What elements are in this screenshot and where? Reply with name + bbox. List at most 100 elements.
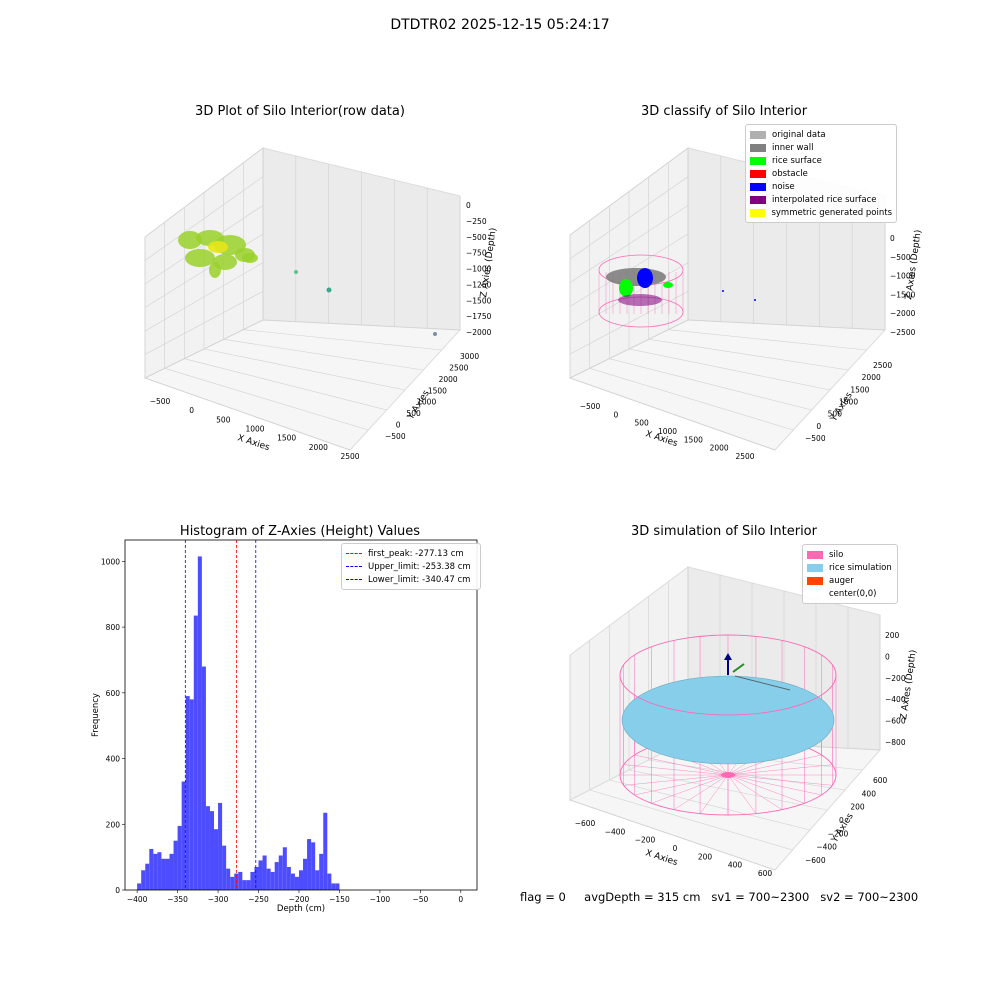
point-cluster bbox=[209, 262, 221, 278]
legend-line bbox=[346, 553, 362, 554]
interpolated-points bbox=[618, 294, 662, 306]
x-tick-label: 0 bbox=[613, 410, 618, 419]
histogram-bar bbox=[307, 839, 312, 890]
x-tick-label: −250 bbox=[248, 895, 269, 904]
histogram-xlabel: Depth (cm) bbox=[277, 904, 325, 914]
silo-floor-spoke bbox=[673, 774, 729, 810]
z-tick-label: 0 bbox=[466, 201, 471, 210]
legend-swatch bbox=[750, 156, 766, 165]
noise-points bbox=[637, 268, 653, 288]
x-tick-label: 400 bbox=[728, 861, 743, 870]
histogram-bar bbox=[153, 853, 158, 890]
histogram-bar bbox=[141, 870, 146, 890]
legend-item: Lower_limit: -340.47 cm bbox=[346, 573, 476, 586]
z-tick-label: −600 bbox=[885, 717, 906, 726]
legend-item: inner wall bbox=[750, 141, 892, 154]
legend-item: rice surface bbox=[750, 154, 892, 167]
histogram-bar bbox=[137, 883, 142, 890]
grid-line bbox=[569, 147, 689, 236]
silo-floor-spoke bbox=[623, 774, 729, 786]
histogram-bar bbox=[282, 847, 287, 890]
y-tick-label: 200 bbox=[106, 820, 121, 829]
legend-swatch bbox=[807, 576, 823, 585]
rice-simulation-surface bbox=[621, 675, 835, 765]
legend-label: first_peak: -277.13 cm bbox=[368, 548, 464, 559]
z-tick-label: −200 bbox=[885, 674, 906, 683]
z-tick-label: −1750 bbox=[466, 312, 492, 321]
y-tick-label: −600 bbox=[805, 856, 826, 865]
histogram-bar bbox=[270, 871, 275, 890]
z-tick-label: −250 bbox=[466, 217, 487, 226]
z-tick-label: −1000 bbox=[890, 272, 916, 281]
z-tick-label: −750 bbox=[466, 249, 487, 258]
legend-swatch bbox=[750, 208, 766, 217]
y-tick-label: 1500 bbox=[428, 386, 447, 395]
silo-floor-center bbox=[721, 772, 735, 778]
legend-swatch bbox=[750, 143, 766, 152]
z-tick-label: 0 bbox=[890, 234, 895, 243]
silo-floor-spoke bbox=[727, 774, 833, 786]
grid-line bbox=[144, 377, 351, 451]
z-tick-label: −1250 bbox=[466, 280, 492, 289]
histogram-bar bbox=[149, 848, 154, 890]
outlier-point bbox=[326, 287, 332, 293]
outlier-point bbox=[433, 332, 437, 336]
noise-point bbox=[722, 290, 724, 292]
grid-line bbox=[628, 348, 831, 391]
z-tick-label: −1500 bbox=[890, 290, 916, 299]
legend-swatch bbox=[807, 590, 823, 598]
grid-line bbox=[144, 319, 264, 379]
point-cluster bbox=[178, 231, 202, 249]
legend-label: center(0,0) bbox=[829, 588, 877, 599]
y-tick-label: 2000 bbox=[439, 375, 458, 384]
silo-floor-spoke bbox=[727, 774, 805, 804]
z-tick-label: −1000 bbox=[466, 265, 492, 274]
histogram-bar bbox=[209, 811, 215, 890]
y-tick-label: 500 bbox=[406, 409, 421, 418]
x-tick-label: −300 bbox=[208, 895, 229, 904]
grid-line bbox=[144, 147, 264, 238]
histogram-bar bbox=[181, 781, 186, 890]
x-tick-label: 200 bbox=[698, 852, 713, 861]
x-tick-label: 0 bbox=[189, 406, 194, 415]
x-tick-label: −100 bbox=[370, 895, 391, 904]
histogram-bar bbox=[290, 873, 295, 890]
grid-line bbox=[203, 348, 406, 391]
legend-item: original data bbox=[750, 128, 892, 141]
y-tick-label: 400 bbox=[862, 789, 877, 798]
legend-item: silo bbox=[807, 548, 893, 561]
x-tick-label: 0 bbox=[673, 844, 678, 853]
grid-line bbox=[569, 799, 776, 871]
legend-item: obstacle bbox=[750, 167, 892, 180]
grid-line bbox=[609, 358, 812, 411]
legend-swatch bbox=[750, 195, 766, 204]
legend-item: interpolated rice surface bbox=[750, 193, 892, 206]
histogram-bar bbox=[323, 812, 328, 890]
y-tick-label: 2500 bbox=[449, 363, 468, 372]
y-tick-label: 600 bbox=[873, 776, 888, 785]
y-tick-label: 0 bbox=[396, 421, 401, 430]
z-tick-label: −2500 bbox=[890, 328, 916, 337]
x-tick-label: −350 bbox=[167, 895, 188, 904]
x-tick-label: −600 bbox=[575, 819, 596, 828]
figure-title: DTDTR02 2025-12-15 05:24:17 bbox=[390, 17, 610, 33]
y-tick-label: 3000 bbox=[460, 352, 479, 361]
silo-floor-spoke bbox=[634, 754, 729, 776]
histogram-bar bbox=[274, 862, 279, 890]
histogram-bar bbox=[319, 853, 324, 890]
legend-item: symmetric generated points bbox=[750, 206, 892, 219]
x-tick-label: 2000 bbox=[309, 443, 328, 452]
z-tick-label: −2000 bbox=[890, 309, 916, 318]
histogram-bar bbox=[218, 802, 223, 890]
histogram-bar bbox=[177, 825, 182, 890]
legend-swatch bbox=[750, 182, 766, 191]
y-tick-label: 600 bbox=[106, 689, 121, 698]
x-tick-label: 500 bbox=[635, 419, 650, 428]
legend-label: inner wall bbox=[772, 142, 814, 153]
legend-swatch bbox=[750, 169, 766, 178]
status-line: flag = 0 avgDepth = 315 cm sv1 = 700~230… bbox=[520, 890, 918, 904]
x-tick-label: 1000 bbox=[245, 425, 264, 434]
legend-swatch bbox=[807, 563, 823, 572]
x-tick-label: 1000 bbox=[658, 427, 677, 436]
